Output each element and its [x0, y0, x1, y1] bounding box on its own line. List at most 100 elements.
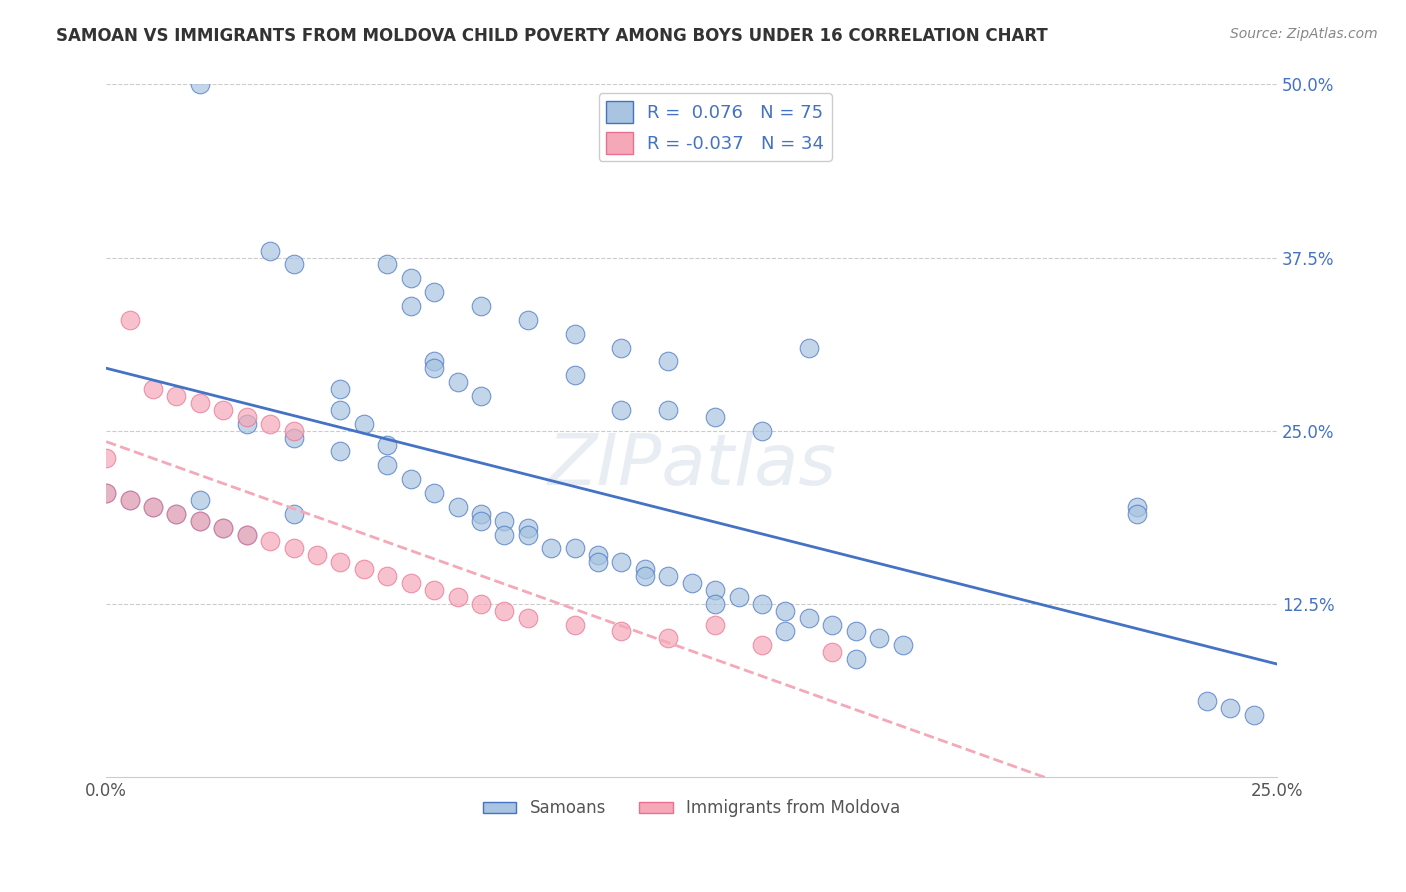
- Point: [283, 541, 305, 556]
- Point: [751, 597, 773, 611]
- Point: [375, 458, 398, 473]
- Point: [586, 555, 609, 569]
- Point: [329, 444, 352, 458]
- Text: Source: ZipAtlas.com: Source: ZipAtlas.com: [1230, 27, 1378, 41]
- Legend: Samoans, Immigrants from Moldova: Samoans, Immigrants from Moldova: [477, 793, 907, 824]
- Point: [423, 361, 446, 376]
- Point: [704, 582, 727, 597]
- Point: [1243, 707, 1265, 722]
- Point: [516, 527, 538, 541]
- Point: [353, 417, 375, 431]
- Point: [399, 576, 422, 591]
- Point: [96, 486, 118, 500]
- Point: [446, 375, 468, 389]
- Point: [610, 555, 633, 569]
- Point: [797, 341, 820, 355]
- Point: [564, 326, 586, 341]
- Point: [283, 431, 305, 445]
- Point: [96, 451, 118, 466]
- Point: [399, 299, 422, 313]
- Point: [188, 396, 211, 410]
- Point: [166, 507, 188, 521]
- Point: [423, 486, 446, 500]
- Point: [142, 500, 165, 514]
- Point: [142, 382, 165, 396]
- Point: [821, 617, 844, 632]
- Point: [891, 638, 914, 652]
- Point: [516, 313, 538, 327]
- Point: [704, 597, 727, 611]
- Point: [704, 617, 727, 632]
- Point: [516, 520, 538, 534]
- Point: [470, 514, 492, 528]
- Point: [751, 638, 773, 652]
- Point: [283, 424, 305, 438]
- Point: [610, 624, 633, 639]
- Point: [564, 368, 586, 383]
- Point: [96, 486, 118, 500]
- Point: [118, 492, 141, 507]
- Point: [236, 409, 259, 424]
- Point: [423, 285, 446, 300]
- Point: [166, 507, 188, 521]
- Point: [470, 299, 492, 313]
- Point: [188, 514, 211, 528]
- Point: [212, 520, 235, 534]
- Point: [610, 341, 633, 355]
- Point: [305, 549, 328, 563]
- Point: [657, 354, 679, 368]
- Point: [540, 541, 562, 556]
- Point: [259, 244, 281, 258]
- Point: [470, 389, 492, 403]
- Point: [681, 576, 703, 591]
- Point: [423, 582, 446, 597]
- Point: [586, 549, 609, 563]
- Point: [727, 590, 749, 604]
- Point: [564, 541, 586, 556]
- Point: [634, 562, 657, 576]
- Point: [329, 382, 352, 396]
- Point: [751, 424, 773, 438]
- Point: [118, 313, 141, 327]
- Point: [634, 569, 657, 583]
- Point: [704, 409, 727, 424]
- Point: [446, 500, 468, 514]
- Point: [775, 624, 797, 639]
- Point: [259, 417, 281, 431]
- Point: [610, 403, 633, 417]
- Point: [657, 569, 679, 583]
- Point: [470, 507, 492, 521]
- Point: [1195, 694, 1218, 708]
- Point: [845, 652, 868, 666]
- Point: [375, 437, 398, 451]
- Point: [212, 403, 235, 417]
- Point: [494, 527, 516, 541]
- Point: [259, 534, 281, 549]
- Point: [868, 632, 890, 646]
- Point: [188, 492, 211, 507]
- Point: [329, 403, 352, 417]
- Point: [494, 604, 516, 618]
- Point: [564, 617, 586, 632]
- Point: [283, 257, 305, 271]
- Point: [375, 569, 398, 583]
- Point: [375, 257, 398, 271]
- Point: [1125, 500, 1147, 514]
- Text: SAMOAN VS IMMIGRANTS FROM MOLDOVA CHILD POVERTY AMONG BOYS UNDER 16 CORRELATION : SAMOAN VS IMMIGRANTS FROM MOLDOVA CHILD …: [56, 27, 1047, 45]
- Point: [1219, 700, 1241, 714]
- Point: [399, 472, 422, 486]
- Point: [353, 562, 375, 576]
- Point: [423, 354, 446, 368]
- Point: [657, 632, 679, 646]
- Point: [845, 624, 868, 639]
- Point: [775, 604, 797, 618]
- Point: [236, 527, 259, 541]
- Point: [166, 389, 188, 403]
- Point: [118, 492, 141, 507]
- Point: [212, 520, 235, 534]
- Point: [494, 514, 516, 528]
- Point: [1125, 507, 1147, 521]
- Point: [516, 610, 538, 624]
- Point: [446, 590, 468, 604]
- Point: [657, 403, 679, 417]
